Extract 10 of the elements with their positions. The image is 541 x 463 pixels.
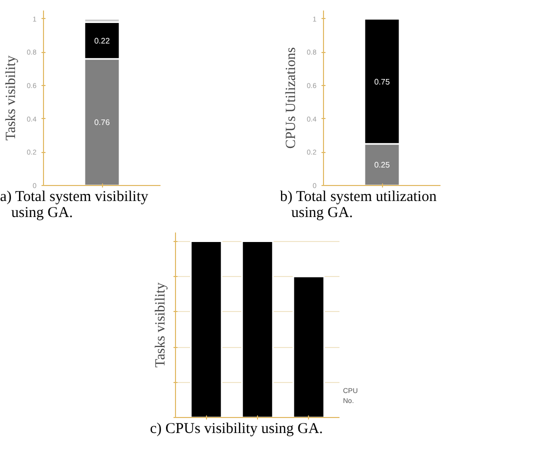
data-label: 0.25: [374, 160, 390, 170]
data-label: 0.22: [94, 36, 110, 46]
data-label: 0.75: [374, 77, 390, 86]
text: c) CPUs visibility using GA.: [150, 420, 323, 438]
y-axis-title: Tasks visibility: [4, 56, 19, 140]
text: b) Total system utilization using GA.: [280, 189, 437, 222]
y-axis-title: Tasks visibility: [154, 282, 168, 367]
text: a) Total system visibility using GA.: [0, 189, 148, 222]
y-axis-title: CPUs Utilizations: [284, 47, 299, 149]
data-label: 0.76: [94, 118, 110, 128]
